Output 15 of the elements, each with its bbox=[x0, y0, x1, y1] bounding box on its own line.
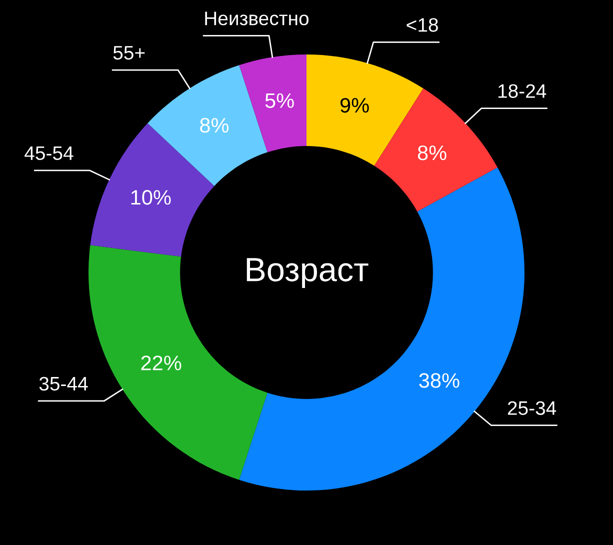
data-label: 8% bbox=[418, 145, 446, 160]
data-label: 9% bbox=[340, 98, 369, 113]
slice-label: 55+ bbox=[113, 46, 145, 60]
slice-label: <18 bbox=[406, 18, 438, 32]
data-label: 22% bbox=[141, 356, 182, 370]
data-label: 38% bbox=[419, 373, 460, 388]
data-label: 10% bbox=[131, 190, 171, 205]
slice-label: Неизвестно bbox=[205, 12, 309, 26]
data-label: 8% bbox=[200, 118, 229, 133]
slice-label: 45-54 bbox=[24, 146, 74, 160]
slice-label: 18-24 bbox=[498, 84, 546, 98]
slice-label: 35-44 bbox=[39, 376, 88, 391]
data-label: 5% bbox=[265, 93, 294, 108]
slice-label: 25-34 bbox=[508, 401, 556, 415]
text: Возраст bbox=[246, 258, 368, 288]
